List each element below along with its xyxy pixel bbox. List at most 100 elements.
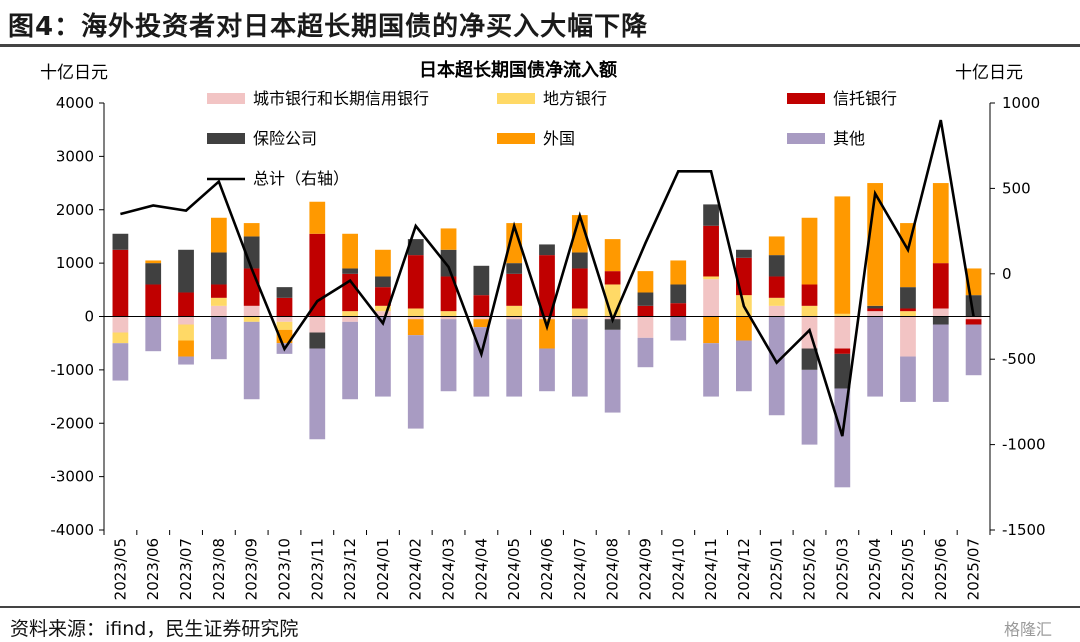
right-tick-label-4: -1000 [1002,436,1046,454]
left-tick-label-6: -2000 [50,414,94,432]
bar-0-25 [932,308,949,317]
bar-2-20 [768,276,785,298]
left-tick-label-7: -3000 [50,468,94,486]
bar-0-18 [703,279,719,317]
left-tick-label-2: 2000 [56,201,94,219]
bar-1-18 [703,276,719,280]
bar-5-0 [112,343,129,381]
bar-0-6 [309,316,326,333]
bar-2-6 [309,233,326,317]
bar-5-12 [506,319,523,397]
x-tick-label-6: 2023/11 [308,538,326,600]
bar-1-24 [900,311,916,317]
x-tick-label-0: 2023/05 [111,538,129,600]
bar-3-7 [342,268,358,274]
right-tick-label-1: 500 [1002,179,1031,197]
bar-4-19 [736,316,752,341]
bar-2-1 [145,284,162,317]
bar-3-15 [604,319,621,330]
bar-1-5 [276,321,293,330]
left-axis-unit: 十亿日元 [40,63,108,83]
legend-swatch-0 [207,93,245,104]
bar-5-26 [965,324,982,376]
bar-1-10 [440,311,457,317]
bar-3-10 [440,249,457,277]
bar-3-3 [210,252,227,285]
bar-5-3 [210,316,227,360]
bar-5-10 [440,319,457,392]
total-line [120,119,975,437]
bar-2-26 [965,319,982,325]
legend-label-3: 保险公司 [253,129,317,148]
bar-5-1 [145,316,162,352]
bar-3-1 [145,263,162,285]
x-tick-label-25: 2025/06 [932,538,950,600]
bar-3-23 [867,305,884,309]
legend-label-1: 地方银行 [543,89,607,108]
legend-swatch-2 [787,93,825,104]
x-tick-label-14: 2024/07 [571,538,589,600]
bar-0-10 [440,316,457,320]
bar-4-1 [145,260,162,264]
chart-title: 日本超长期国债净流入额 [419,59,617,81]
right-tick-label-3: -500 [1002,350,1036,368]
source-note: 资料来源：ifind，民生证券研究院 [10,618,299,640]
bar-0-13 [539,316,555,320]
bar-4-17 [670,260,687,285]
bar-4-3 [210,217,227,253]
bar-0-12 [506,316,523,320]
bar-3-5 [276,287,293,298]
right-tick-label-5: -1500 [1002,521,1046,539]
bar-0-26 [965,316,982,320]
legend-swatch-5 [787,133,825,144]
bar-4-16 [637,271,654,293]
right-tick-label-0: 1000 [1002,94,1040,112]
x-tick-label-18: 2024/11 [702,538,720,600]
bar-3-2 [178,249,194,293]
bar-0-8 [375,311,391,317]
left-tick-label-3: 1000 [56,254,94,272]
bar-2-24 [900,308,916,312]
bar-2-21 [801,284,818,306]
bar-3-11 [473,265,490,296]
bar-0-11 [473,316,490,320]
bar-2-12 [506,273,523,306]
bottom-divider [0,606,1080,608]
legend-swatch-4 [497,133,535,144]
bar-2-4 [243,268,260,306]
bar-2-14 [571,268,588,309]
bar-3-8 [375,276,391,288]
bar-5-25 [932,324,949,402]
bar-4-9 [407,319,424,336]
bar-0-23 [867,311,884,317]
bar-5-4 [243,321,260,400]
x-tick-label-3: 2023/08 [210,538,228,600]
x-tick-label-22: 2025/03 [833,538,851,600]
title-divider [0,44,1080,47]
chart: 日本超长期国债净流入额 十亿日元 十亿日元 4000 3000 2000 1000 0 -… [40,59,1046,600]
bar-4-18 [703,316,719,344]
bar-1-4 [243,316,260,322]
bar-0-5 [276,316,293,322]
bar-4-21 [801,217,818,285]
bar-4-10 [440,228,457,250]
bar-4-13 [539,319,555,349]
bar-1-22 [834,313,851,317]
bar-5-19 [736,340,752,392]
bar-1-3 [210,297,227,306]
x-tick-label-21: 2025/02 [801,538,819,600]
bar-0-4 [243,305,260,317]
legend-swatch-3 [207,133,245,144]
bar-3-12 [506,263,523,274]
right-axis-unit: 十亿日元 [955,63,1023,83]
bar-2-5 [276,297,293,317]
bar-4-2 [178,340,194,357]
bar-3-14 [571,252,588,269]
legend-swatch-1 [497,93,535,104]
bar-4-22 [834,196,851,314]
bar-5-8 [375,316,391,397]
bar-3-13 [539,244,555,256]
x-tick-label-2: 2023/07 [177,538,195,600]
bar-0-3 [210,305,227,317]
bar-2-15 [604,271,621,285]
